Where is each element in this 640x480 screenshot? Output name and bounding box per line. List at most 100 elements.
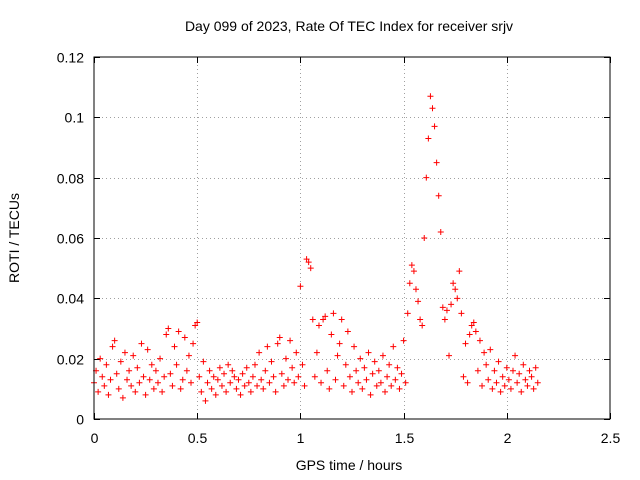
data-point — [231, 373, 238, 380]
data-point — [410, 268, 417, 275]
data-point — [303, 256, 310, 263]
data-point — [524, 382, 531, 389]
data-point — [291, 379, 298, 386]
data-point — [516, 370, 523, 377]
y-axis-label: ROTI / TECUs — [6, 193, 22, 283]
data-point — [237, 391, 244, 398]
data-point — [437, 228, 444, 235]
data-point — [388, 382, 395, 389]
data-point — [474, 367, 481, 374]
data-point — [367, 391, 374, 398]
data-point — [138, 340, 145, 347]
data-point — [254, 382, 261, 389]
y-tick-label: 0.1 — [65, 110, 85, 126]
data-point — [390, 343, 397, 350]
data-point — [396, 385, 403, 392]
data-point — [328, 331, 335, 338]
data-point — [334, 352, 341, 359]
data-point — [371, 358, 378, 365]
data-point — [262, 367, 269, 374]
data-point — [165, 325, 172, 332]
data-point — [344, 328, 351, 335]
data-point — [113, 370, 120, 377]
data-point — [493, 379, 500, 386]
data-point — [512, 352, 519, 359]
data-point — [514, 379, 521, 386]
data-point — [152, 367, 159, 374]
data-point — [124, 376, 131, 383]
data-point — [460, 373, 467, 380]
data-point — [353, 367, 360, 374]
data-point — [235, 376, 242, 383]
y-tick-label: 0.02 — [57, 352, 84, 368]
data-point — [509, 367, 516, 374]
data-point — [503, 364, 510, 371]
data-point — [417, 316, 424, 323]
data-point — [287, 337, 294, 344]
data-point — [140, 373, 147, 380]
data-point — [218, 382, 225, 389]
data-point — [470, 319, 477, 326]
data-point — [365, 349, 372, 356]
data-point — [194, 319, 201, 326]
data-point — [301, 382, 308, 389]
y-tick-label: 0.08 — [57, 171, 84, 187]
data-point — [214, 376, 221, 383]
data-point — [495, 358, 502, 365]
data-point — [99, 373, 106, 380]
data-point — [243, 364, 250, 371]
data-point — [518, 388, 525, 395]
data-point — [402, 379, 409, 386]
data-point — [111, 337, 118, 344]
data-point — [332, 376, 339, 383]
data-point — [173, 361, 180, 368]
data-point — [134, 364, 141, 371]
data-point — [169, 382, 176, 389]
data-point — [324, 367, 331, 374]
data-point — [117, 358, 124, 365]
data-point — [479, 382, 486, 389]
data-point — [528, 373, 535, 380]
axis-ticks: 0 0.02 0.04 0.06 0.08 0.1 0.12 0 0.5 1 1.5 2 2.5 — [57, 50, 621, 447]
data-point — [336, 340, 343, 347]
data-point — [435, 192, 442, 199]
data-point — [318, 379, 325, 386]
grid — [94, 57, 610, 419]
data-point — [241, 382, 248, 389]
data-point — [326, 385, 333, 392]
data-point — [464, 379, 471, 386]
data-point — [322, 313, 329, 320]
data-point — [491, 367, 498, 374]
data-point — [136, 379, 143, 386]
data-point — [130, 352, 137, 359]
data-point — [223, 388, 230, 395]
x-tick-label: 2.5 — [601, 430, 621, 446]
data-point — [441, 316, 448, 323]
data-point — [216, 364, 223, 371]
data-point — [487, 346, 494, 353]
data-point — [171, 343, 178, 350]
data-point — [245, 379, 252, 386]
data-point — [338, 316, 345, 323]
data-point — [394, 364, 401, 371]
data-point — [507, 385, 514, 392]
data-point — [196, 373, 203, 380]
data-point — [115, 385, 122, 392]
data-point — [249, 373, 256, 380]
data-point — [406, 280, 413, 287]
data-point — [206, 367, 213, 374]
data-point — [534, 379, 541, 386]
data-point — [282, 355, 289, 362]
data-point — [340, 382, 347, 389]
data-point — [305, 259, 312, 266]
plot-frame — [93, 56, 611, 420]
data-point — [285, 376, 292, 383]
x-tick-label: 0.5 — [188, 430, 208, 446]
data-point — [142, 391, 149, 398]
data-point — [276, 334, 283, 341]
y-tick-label: 0.04 — [57, 291, 84, 307]
data-point — [103, 361, 110, 368]
data-point — [497, 388, 504, 395]
data-point — [233, 385, 240, 392]
data-point — [208, 385, 215, 392]
